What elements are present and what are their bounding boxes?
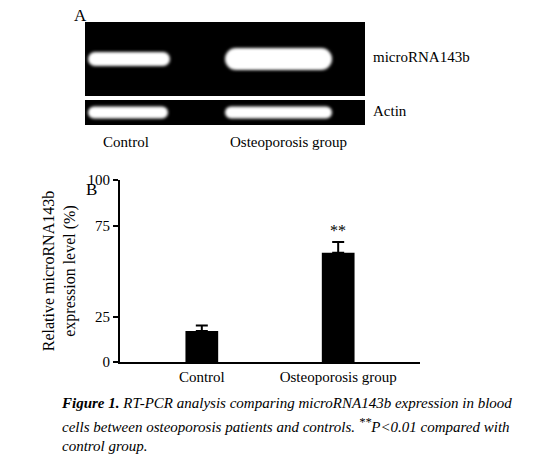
svg-text:Relative microRNA143bexpressio: Relative microRNA143bexpression level (%… <box>40 191 79 351</box>
svg-text:25: 25 <box>95 309 110 325</box>
svg-text:75: 75 <box>95 218 110 234</box>
svg-text:0: 0 <box>103 354 111 370</box>
svg-text:Osteoporosis group: Osteoporosis group <box>280 369 397 385</box>
svg-text:Control: Control <box>179 369 225 385</box>
svg-text:**: ** <box>330 222 346 239</box>
